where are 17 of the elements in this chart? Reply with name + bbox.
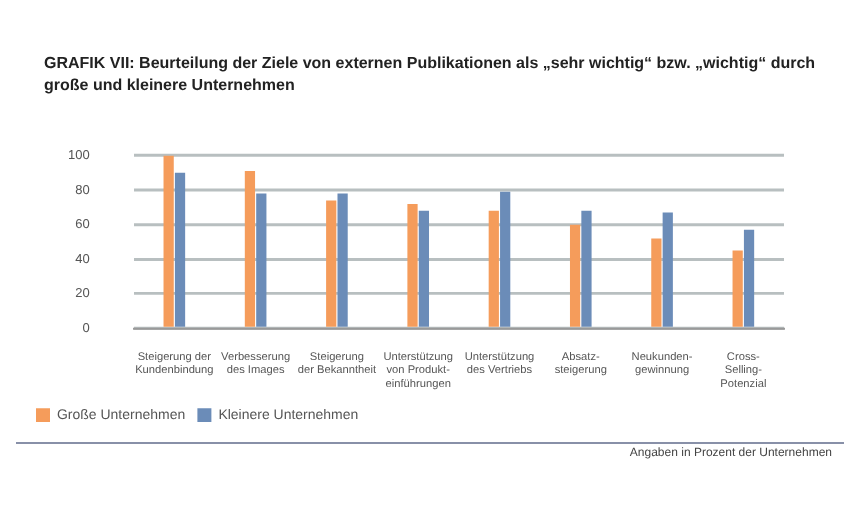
bar [651,238,662,327]
bar [256,193,267,327]
bar [407,203,418,327]
bar [418,210,430,327]
bar [174,172,186,327]
bar [326,200,337,327]
bar [500,191,511,327]
bar [337,193,348,327]
bar [732,250,743,327]
bar [743,229,755,327]
bar [163,155,174,327]
bar [569,224,581,327]
chart-title: GRAFIK VII: Beurteilung der Ziele von externen Publikationen als „sehr wichtig“ bzw. „wichtig“ durch große und kleinere Unternehmen [44,52,818,96]
bar [488,210,499,327]
bar [662,212,673,327]
bar [244,171,256,327]
bar [581,210,592,327]
